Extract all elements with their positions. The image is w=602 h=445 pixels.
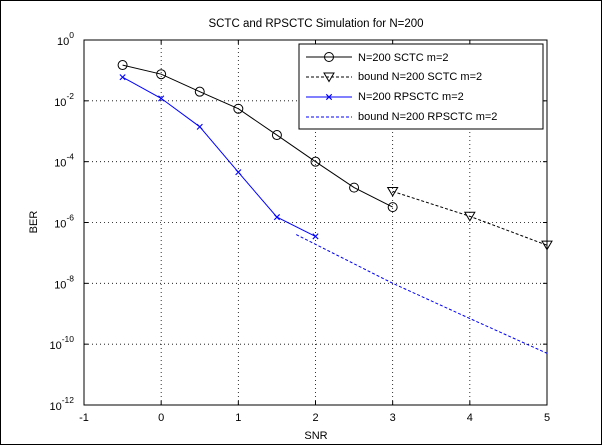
legend-sample-marker [324, 52, 334, 62]
y-tick-base: 10 [54, 158, 66, 170]
x-tick-label: 2 [312, 412, 318, 424]
series-0 [117, 60, 398, 213]
y-axis-label: BER [28, 211, 40, 234]
y-tick-base: 10 [54, 219, 66, 231]
series-line [295, 234, 548, 354]
x-tick-label: 3 [390, 412, 396, 424]
y-tick-exponent: -8 [66, 273, 74, 283]
y-tick-label: 10-4 [54, 152, 74, 170]
marker-stroke [325, 93, 333, 101]
y-tick-label: 10-2 [54, 91, 74, 109]
series-1 [386, 186, 553, 251]
series-line [392, 190, 548, 246]
data-point [463, 211, 476, 222]
y-tick-exponent: 0 [69, 30, 74, 40]
legend-sample-marker [325, 93, 333, 101]
y-tick-exponent: -10 [62, 334, 75, 344]
y-tick-label: 10-8 [54, 273, 74, 291]
data-point [235, 169, 242, 176]
series-2 [119, 74, 319, 240]
data-point [117, 60, 128, 71]
data-point [233, 103, 244, 114]
marker-stroke [235, 169, 242, 176]
legend-samples [306, 52, 352, 118]
data-point [310, 156, 321, 167]
legend-sample-marker [323, 72, 335, 83]
data-point [349, 182, 360, 193]
series-3 [295, 234, 548, 354]
x-tick-label: -1 [79, 412, 89, 424]
marker-stroke [158, 95, 165, 102]
data-point [156, 69, 167, 80]
y-tick-base: 10 [54, 97, 66, 109]
legend-label-bound-sctc: bound N=200 SCTC m=2 [358, 71, 482, 83]
data-point [119, 74, 126, 81]
x-tick-label: 4 [467, 412, 473, 424]
chart-title: SCTC and RPSCTC Simulation for N=200 [208, 18, 423, 30]
marker-stroke [196, 123, 203, 130]
y-tick-exponent: -6 [66, 213, 74, 223]
y-tick-base: 10 [54, 279, 66, 291]
marker-stroke [119, 74, 126, 81]
data-series [117, 60, 553, 354]
y-tick-label: 10-10 [49, 334, 74, 352]
y-tick-label: 10-6 [54, 213, 74, 231]
y-tick-exponent: -2 [66, 91, 74, 101]
data-point [158, 95, 165, 102]
y-tick-label: 100 [57, 30, 74, 48]
legend-box [298, 43, 544, 130]
y-tick-exponent: -4 [66, 152, 74, 162]
series-line [122, 76, 316, 237]
data-point [312, 233, 319, 240]
y-tick-exponent: -12 [62, 395, 75, 405]
y-tick-base: 10 [49, 401, 61, 413]
data-point [194, 86, 205, 97]
data-point [386, 186, 399, 197]
marker-stroke [312, 233, 319, 240]
legend: N=200 SCTC m=2 bound N=200 SCTC m=2 N=20… [298, 43, 544, 130]
data-point [273, 214, 281, 221]
data-point [196, 123, 203, 130]
x-axis-label: SNR [304, 430, 327, 442]
data-point [271, 130, 282, 141]
series-line [122, 64, 393, 208]
marker-stroke [273, 214, 281, 221]
y-tick-label: 10-12 [49, 395, 74, 413]
y-tick-base: 10 [57, 36, 69, 48]
y-tick-base: 10 [49, 340, 61, 352]
data-point [541, 240, 553, 251]
legend-label-rpsctc: N=200 RPSCTC m=2 [358, 91, 464, 103]
legend-label-bound-rpsctc: bound N=200 RPSCTC m=2 [358, 111, 497, 123]
data-point [387, 202, 398, 213]
x-tick-label: 1 [235, 412, 241, 424]
legend-label-sctc: N=200 SCTC m=2 [358, 52, 448, 64]
x-tick-label: 5 [544, 412, 550, 424]
x-tick-label: 0 [158, 412, 164, 424]
